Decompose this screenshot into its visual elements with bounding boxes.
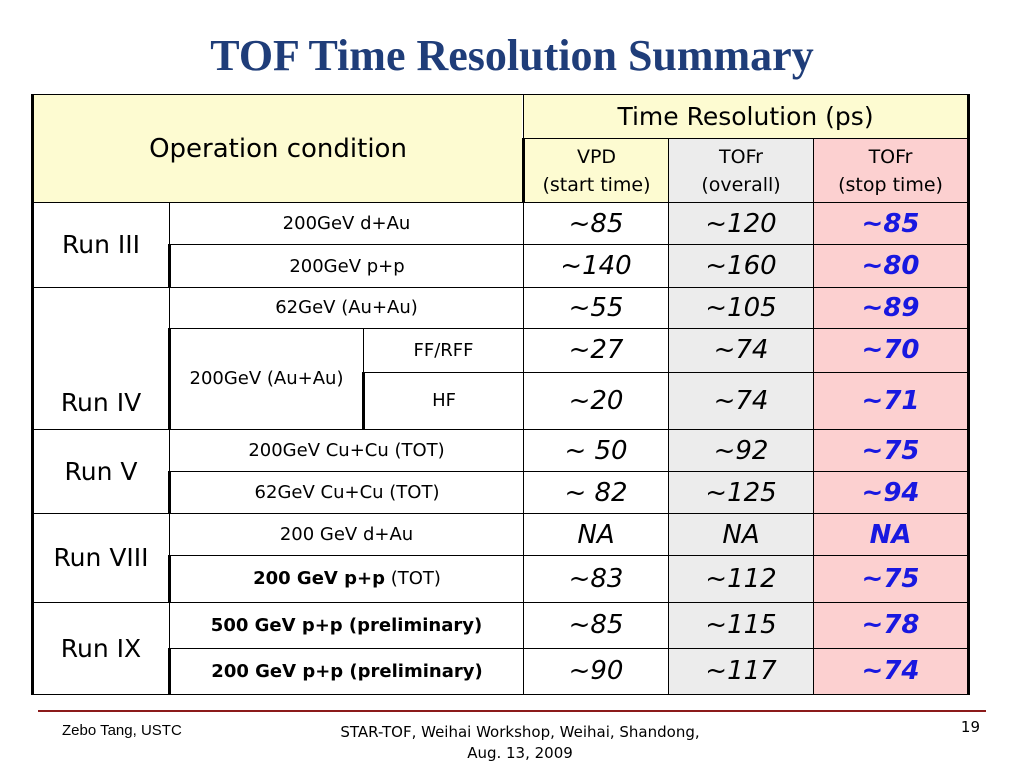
condition-cell: 200GeV d+Au bbox=[168, 202, 525, 246]
condition-cell: 200 GeV d+Au bbox=[168, 513, 525, 557]
stop-value: ~70 bbox=[813, 327, 971, 373]
condition-cell: 200 GeV p+p (TOT) bbox=[167, 555, 525, 603]
stop-value: ~74 bbox=[813, 647, 971, 696]
vpd-value: ~27 bbox=[523, 327, 670, 373]
stop-value: ~78 bbox=[813, 601, 971, 649]
overall-value: ~74 bbox=[668, 327, 815, 373]
vpd-value: ~55 bbox=[523, 286, 670, 329]
tofr-overall-header-line1: TOFr bbox=[719, 145, 763, 168]
vpd-header-line1: VPD bbox=[576, 145, 617, 168]
operation-condition-header: Operation condition bbox=[30, 93, 525, 204]
stop-value: ~71 bbox=[813, 371, 971, 431]
condition-cell: 500 GeV p+p (preliminary) bbox=[168, 601, 525, 649]
footer-event-line2: Aug. 13, 2009 bbox=[467, 744, 573, 762]
stop-value: ~89 bbox=[813, 286, 971, 329]
condition-cell: 200 GeV p+p (preliminary) bbox=[167, 647, 525, 696]
overall-value: ~115 bbox=[668, 601, 815, 649]
slide-title: TOF Time Resolution Summary bbox=[210, 31, 814, 80]
stop-value: ~75 bbox=[813, 555, 971, 603]
stop-value: ~85 bbox=[813, 202, 971, 246]
run-label: Run V bbox=[31, 429, 170, 515]
stop-value: NA bbox=[813, 513, 971, 557]
tofr-stop-header: TOFr (stop time) bbox=[813, 138, 971, 204]
condition-subcell: FF/RFF bbox=[362, 327, 525, 373]
vpd-value: ~85 bbox=[523, 202, 670, 246]
footer-rule bbox=[38, 710, 986, 712]
page-number: 19 bbox=[960, 718, 980, 736]
stop-value: ~94 bbox=[813, 471, 971, 515]
condition-cell: 62GeV Cu+Cu (TOT) bbox=[167, 471, 525, 515]
overall-value: NA bbox=[668, 513, 815, 557]
vpd-value: ~83 bbox=[523, 555, 670, 603]
tofr-overall-header: TOFr (overall) bbox=[668, 138, 815, 204]
condition-cell: 200GeV p+p bbox=[167, 244, 525, 288]
tofr-stop-header-line2: (stop time) bbox=[838, 173, 943, 196]
overall-value: ~92 bbox=[668, 429, 815, 473]
vpd-value: ~ 82 bbox=[523, 471, 670, 515]
vpd-header: VPD (start time) bbox=[522, 138, 670, 204]
overall-value: ~120 bbox=[668, 202, 815, 246]
overall-value: ~105 bbox=[668, 286, 815, 329]
footer-author: Zebo Tang, USTC bbox=[62, 722, 182, 739]
footer-event-line1: STAR-TOF, Weihai Workshop, Weihai, Shand… bbox=[340, 723, 700, 741]
tofr-stop-header-line1: TOFr bbox=[868, 145, 913, 168]
run-label: Run VIII bbox=[31, 513, 170, 603]
vpd-value: ~140 bbox=[523, 244, 670, 288]
run-label: Run IX bbox=[31, 601, 170, 696]
time-resolution-header: Time Resolution (ps) bbox=[523, 93, 971, 140]
condition-subcell: HF bbox=[361, 371, 525, 431]
overall-value: ~125 bbox=[668, 471, 815, 515]
run-label: Run III bbox=[31, 202, 170, 288]
overall-value: ~112 bbox=[668, 555, 815, 603]
vpd-value: ~85 bbox=[523, 601, 670, 649]
overall-value: ~160 bbox=[668, 244, 815, 288]
condition-group-cell: 200GeV (Au+Au) bbox=[168, 327, 364, 431]
condition-bold-part: 200 GeV p+p bbox=[253, 568, 385, 590]
stop-value: ~75 bbox=[813, 429, 971, 473]
footer-event: STAR-TOF, Weihai Workshop, Weihai, Shand… bbox=[280, 722, 760, 764]
resolution-table: Operation condition Time Resolution (ps)… bbox=[30, 93, 971, 696]
vpd-value: ~90 bbox=[523, 647, 670, 696]
condition-cell: 200GeV Cu+Cu (TOT) bbox=[168, 429, 525, 473]
condition-cell: 62GeV (Au+Au) bbox=[168, 286, 525, 329]
vpd-value: ~ 50 bbox=[523, 429, 670, 473]
vpd-header-line2: (start time) bbox=[542, 173, 651, 196]
condition-normal-part: (TOT) bbox=[384, 568, 441, 590]
stop-value: ~80 bbox=[813, 244, 971, 288]
run-label: Run IV bbox=[31, 286, 170, 431]
tofr-overall-header-line2: (overall) bbox=[701, 173, 781, 196]
vpd-value: NA bbox=[523, 513, 670, 557]
overall-value: ~117 bbox=[668, 647, 815, 696]
overall-value: ~74 bbox=[668, 371, 815, 431]
vpd-value: ~20 bbox=[523, 371, 670, 431]
